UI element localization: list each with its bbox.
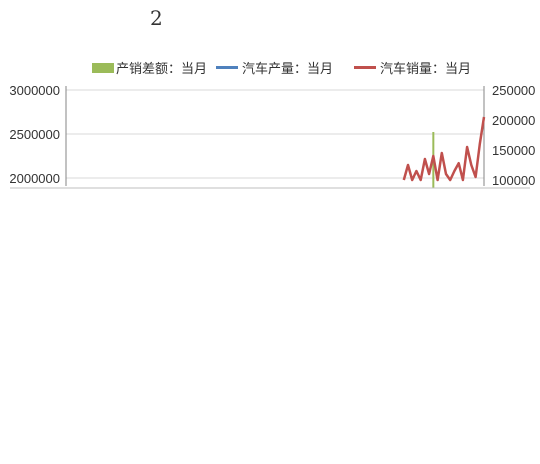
sales-series-line bbox=[402, 116, 486, 182]
legend-label-sales: 汽车销量：当月 bbox=[380, 62, 472, 77]
legend-label-diff: 产销差额：当月 bbox=[116, 62, 208, 77]
figure-number: 2 bbox=[150, 6, 163, 30]
right-tick-label: 150000 bbox=[492, 143, 535, 158]
chart-legend: 产销差额：当月 汽车产量：当月 汽车销量：当月 bbox=[92, 58, 532, 78]
left-tick-label: 2000000 bbox=[9, 171, 60, 186]
right-tick-label: 100000 bbox=[492, 173, 535, 188]
right-tick-label: 250000 bbox=[492, 83, 535, 98]
legend-label-production: 汽车产量：当月 bbox=[242, 62, 334, 77]
legend-item-diff: 产销差额：当月 bbox=[92, 58, 207, 77]
legend-item-sales: 汽车销量：当月 bbox=[354, 58, 471, 77]
left-tick-label: 2500000 bbox=[9, 127, 60, 142]
legend-swatch-diff bbox=[92, 62, 114, 73]
left-tick-label: 3000000 bbox=[9, 83, 60, 98]
legend-swatch-sales bbox=[354, 66, 376, 69]
legend-swatch-production bbox=[216, 66, 238, 69]
legend-item-production: 汽车产量：当月 bbox=[216, 58, 333, 77]
right-tick-label: 200000 bbox=[492, 113, 535, 128]
